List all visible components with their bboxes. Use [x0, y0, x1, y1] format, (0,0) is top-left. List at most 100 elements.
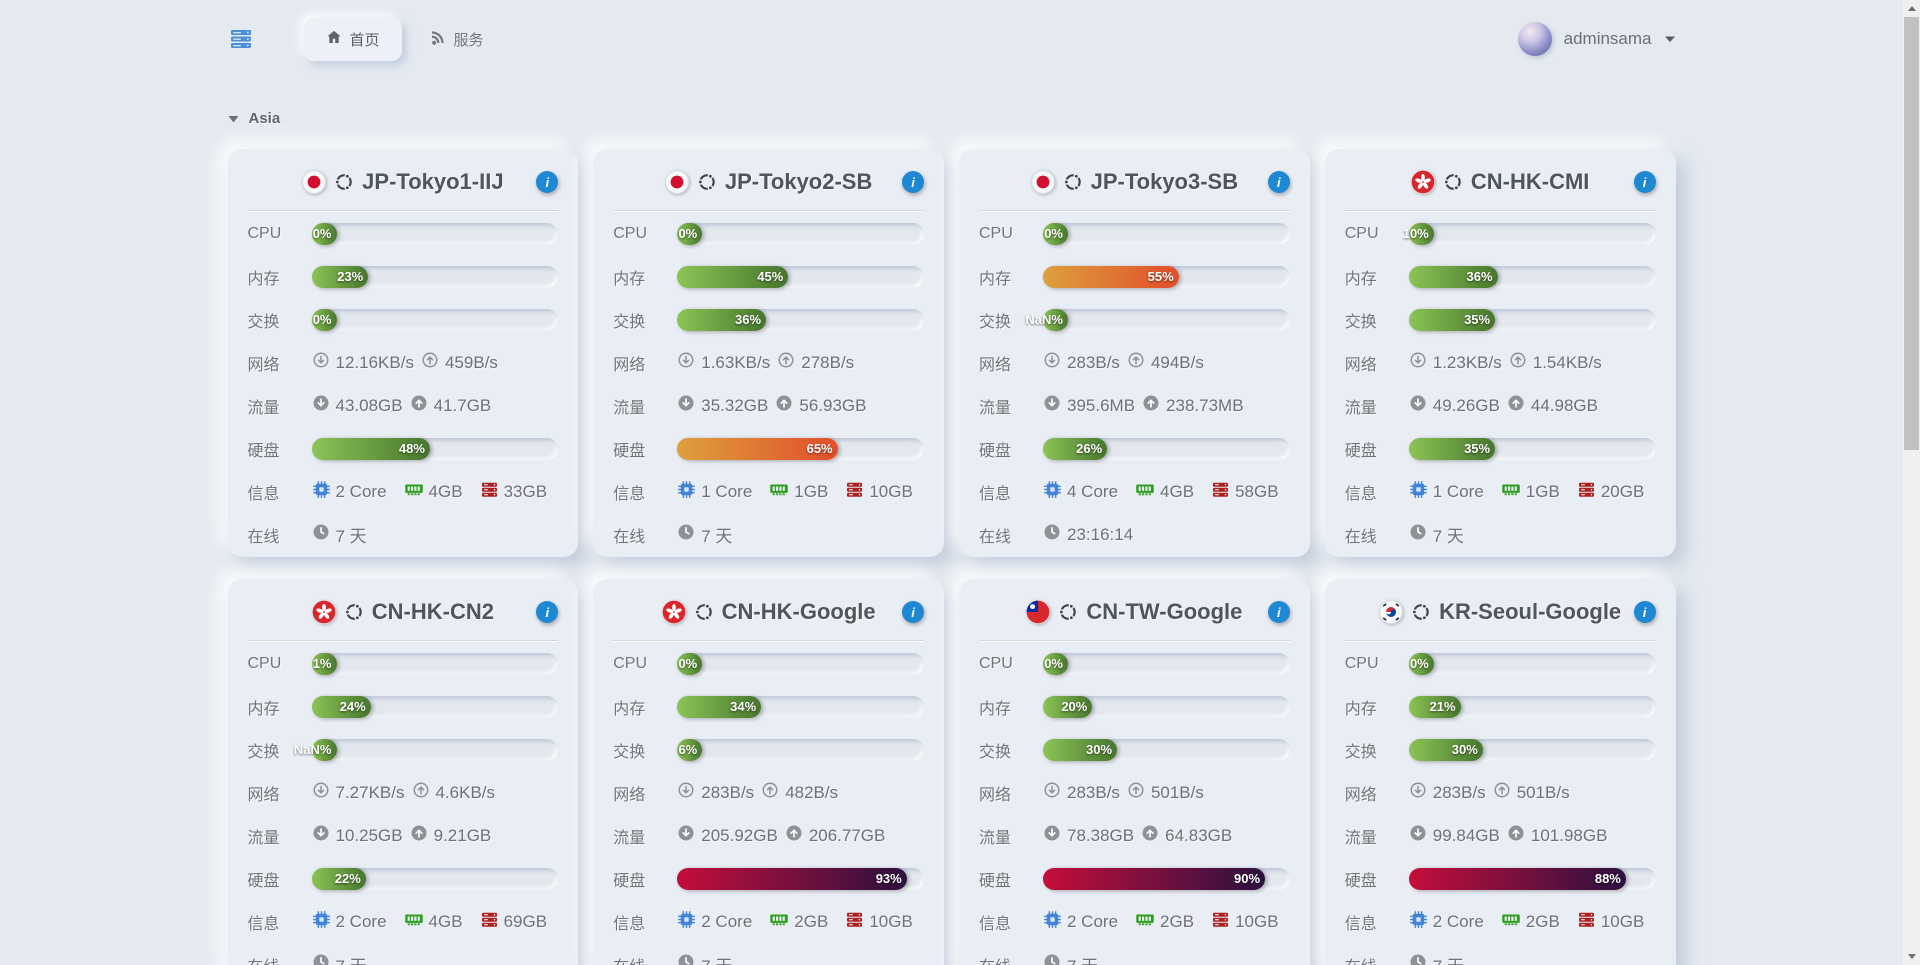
network-label: 网络: [247, 786, 280, 804]
network-label: 网络: [979, 786, 1012, 804]
traffic-down-value: 49.26GB: [1432, 395, 1500, 415]
cpu-label: CPU: [979, 224, 1013, 242]
traffic-down-value: 99.84GB: [1432, 825, 1500, 845]
info-icon[interactable]: i: [902, 171, 924, 193]
ubuntu-os-icon: [1063, 172, 1083, 192]
server-card: CN-HK-Google i CPU 0% 内存 34% 交换 6% 网络: [593, 579, 944, 965]
section-asia[interactable]: Asia: [228, 110, 1676, 127]
network-down-value: 12.16KB/s: [335, 352, 414, 372]
swap-progress-bar: 6%: [677, 738, 924, 761]
info-label: 信息: [247, 915, 280, 933]
clock-icon: [1409, 953, 1427, 965]
info-icon[interactable]: i: [1267, 601, 1290, 623]
cpu-label: CPU: [1344, 224, 1379, 242]
disk-label: 硬盘: [247, 442, 280, 460]
info-icon[interactable]: i: [536, 601, 559, 623]
info-icon[interactable]: i: [1633, 601, 1656, 623]
network-down-value: 283B/s: [1432, 782, 1486, 802]
ubuntu-os-icon: [1058, 602, 1078, 622]
swap-progress-bar: 30%: [1043, 738, 1290, 761]
network-up-value: 501B/s: [1150, 782, 1204, 802]
ram-icon: [1135, 911, 1155, 933]
traffic-down-icon: [677, 394, 695, 417]
online-value: 7 天: [1433, 952, 1464, 965]
traffic-down-icon: [312, 824, 330, 847]
upload-speed-icon: [1127, 781, 1145, 804]
info-icon[interactable]: i: [536, 171, 559, 193]
cpu-value: 0%: [1044, 656, 1063, 671]
server-name: CN-HK-CMI: [1470, 169, 1590, 194]
server-name: JP-Tokyo2-SB: [724, 169, 873, 194]
info-ram-value: 2GB: [794, 911, 829, 931]
divider: [979, 210, 1290, 212]
info-cores-value: 2 Core: [1067, 911, 1119, 931]
scrollbar-thumb[interactable]: [1904, 17, 1919, 450]
scrollbar-down-button[interactable]: [1903, 948, 1920, 965]
online-value: 7 天: [701, 952, 732, 965]
caret-down-icon: [228, 110, 239, 127]
online-label: 在线: [248, 953, 312, 965]
disk-value: 26%: [1076, 441, 1103, 456]
download-speed-icon: [1409, 351, 1427, 374]
memory-label: 内存: [247, 700, 280, 718]
info-icon[interactable]: i: [902, 601, 924, 623]
traffic-up-icon: [1507, 394, 1525, 417]
kr-flag-icon: [1379, 600, 1403, 624]
info-icon[interactable]: i: [1267, 171, 1290, 193]
server-card: JP-Tokyo2-SB i CPU 0% 内存 45% 交换 36% 网络: [593, 149, 944, 557]
info-label: 信息: [979, 915, 1012, 933]
clock-icon: [677, 523, 695, 546]
info-cores-value: 2 Core: [1432, 911, 1484, 931]
disk-progress-bar: 93%: [677, 867, 924, 890]
info-storage-value: 10GB: [1600, 911, 1645, 931]
disk-progress-bar: 48%: [311, 437, 559, 460]
ubuntu-os-icon: [1411, 602, 1431, 622]
server-name: JP-Tokyo3-SB: [1090, 169, 1239, 194]
disk-progress-bar: 65%: [677, 437, 924, 460]
memory-progress-bar: 45%: [677, 265, 924, 288]
swap-progress-bar: NaN%: [1025, 308, 1290, 331]
info-ram-value: 4GB: [428, 481, 463, 501]
disk-value: 90%: [1234, 871, 1261, 886]
info-storage-value: 10GB: [1235, 911, 1279, 931]
user-menu[interactable]: adminsama: [1517, 22, 1676, 56]
swap-label: 交换: [979, 313, 1012, 331]
cpu-progress-bar: 0%: [677, 652, 924, 675]
ubuntu-os-icon: [697, 172, 717, 192]
ram-icon: [1135, 481, 1155, 503]
cpu-label: CPU: [1344, 654, 1379, 672]
traffic-label: 流量: [979, 829, 1012, 847]
info-ram-value: 1GB: [1525, 481, 1560, 501]
traffic-up-value: 64.83GB: [1165, 825, 1233, 845]
info-storage-value: 20GB: [1600, 481, 1645, 501]
info-icon[interactable]: i: [1633, 171, 1656, 193]
scrollbar: [1903, 0, 1920, 965]
swap-progress-bar: 35%: [1408, 308, 1656, 331]
tab-services[interactable]: 服务: [408, 18, 506, 61]
cpu-progress-bar: 10%: [1403, 222, 1656, 245]
hdd-icon: [1211, 480, 1230, 504]
ubuntu-os-icon: [694, 602, 714, 622]
divider: [613, 640, 924, 642]
tab-home[interactable]: 首页: [303, 17, 402, 61]
memory-value: 34%: [730, 699, 757, 714]
swap-label: 交换: [613, 743, 646, 761]
traffic-label: 流量: [613, 399, 646, 417]
traffic-down-icon: [1409, 394, 1427, 417]
swap-value: 0%: [312, 312, 332, 327]
cpu-progress-bar: 1%: [311, 652, 559, 675]
jp-flag-icon: [302, 170, 327, 194]
online-label: 在线: [613, 953, 677, 965]
cpu-chip-icon: [677, 910, 696, 934]
scrollbar-up-button[interactable]: [1903, 0, 1920, 17]
cpu-label: CPU: [613, 654, 648, 672]
server-stack-menu-icon[interactable]: [228, 26, 254, 52]
hk-flag-icon: [312, 600, 336, 624]
disk-value: 22%: [334, 871, 361, 886]
ram-icon: [1501, 911, 1521, 933]
network-down-value: 7.27KB/s: [335, 782, 405, 802]
server-name: CN-HK-Google: [721, 599, 876, 624]
info-label: 信息: [979, 485, 1012, 503]
network-up-value: 482B/s: [785, 782, 839, 802]
divider: [1344, 640, 1656, 642]
